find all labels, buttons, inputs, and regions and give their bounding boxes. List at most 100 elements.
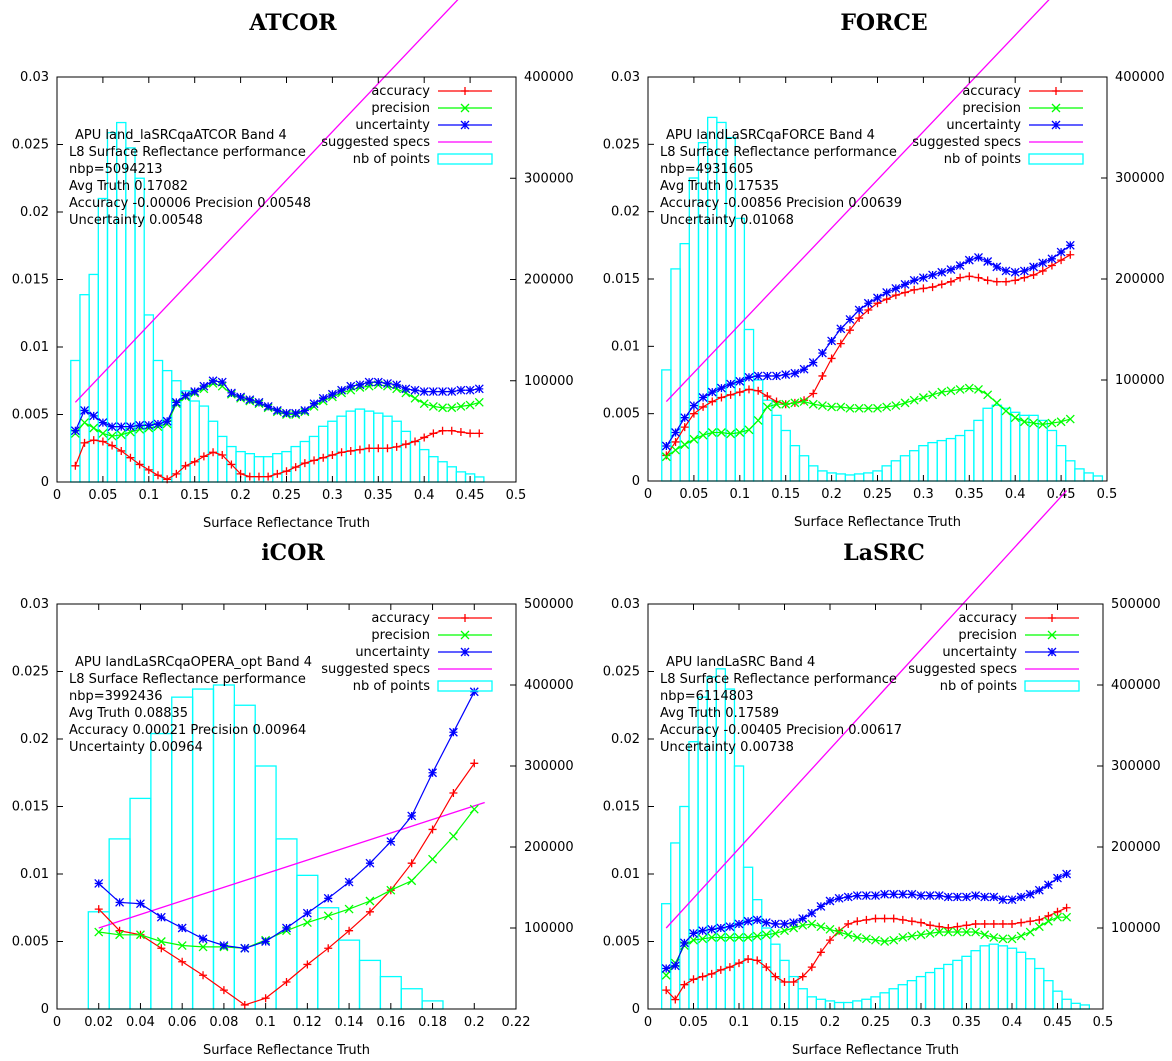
annotation-line: APU land_laSRCqaATCOR Band 4: [75, 128, 287, 143]
point-uncertainty: [410, 385, 420, 395]
x-tick-label: 0.16: [376, 1015, 405, 1030]
point-uncertainty: [177, 923, 187, 933]
point-precision: [456, 401, 466, 411]
legend-label: suggested specs: [908, 662, 1017, 677]
legend-swatch-histogram: [1028, 153, 1084, 165]
point-precision: [1025, 927, 1035, 937]
legend-label: nb of points: [353, 679, 430, 694]
series-uncertainty: [661, 869, 1072, 973]
point-uncertainty: [909, 275, 919, 285]
point-uncertainty: [880, 889, 890, 899]
point-uncertainty: [781, 370, 791, 380]
annotation-line: Accuracy -0.00856 Precision 0.00639: [660, 196, 902, 211]
y-tick-label: 0.005: [12, 935, 49, 950]
point-uncertainty: [318, 393, 328, 403]
point-accuracy: [983, 276, 992, 285]
point-uncertainty: [1001, 266, 1011, 276]
point-precision: [469, 804, 479, 814]
legend-marker-precision: [1051, 103, 1061, 113]
histogram-bar: [254, 765, 277, 1010]
point-uncertainty: [670, 961, 680, 971]
y2-tick-label: 300000: [524, 759, 574, 774]
x-tick-label: 0.3: [322, 488, 343, 503]
annotation-text: APU landLaSRCqaFORCE Band 4 L8 Surface Re…: [660, 128, 902, 228]
point-accuracy: [680, 423, 689, 432]
point-accuracy: [725, 963, 734, 972]
histogram-bar: [924, 971, 936, 1010]
y-tick-label: 0.01: [611, 867, 640, 882]
point-uncertainty: [816, 901, 826, 911]
point-accuracy: [199, 971, 208, 980]
point-uncertainty: [438, 387, 448, 397]
point-precision: [889, 935, 899, 945]
legend-marker-accuracy: [1052, 87, 1060, 95]
histogram-bar: [908, 450, 920, 482]
point-precision: [816, 922, 826, 932]
point-accuracy: [1020, 273, 1029, 282]
annotation-line: Accuracy -0.00405 Precision 0.00617: [660, 723, 902, 738]
point-uncertainty: [181, 391, 190, 401]
point-accuracy: [209, 448, 218, 457]
x-tick-label: 0.25: [863, 487, 892, 502]
point-uncertainty: [407, 811, 417, 821]
histogram-bar: [474, 476, 485, 483]
point-uncertainty: [428, 387, 438, 397]
histogram-bar: [88, 273, 99, 483]
point-precision: [825, 924, 835, 934]
point-uncertainty: [1038, 258, 1048, 268]
point-accuracy: [816, 948, 825, 957]
point-uncertainty: [240, 943, 250, 953]
histogram-bar: [1070, 1002, 1081, 1010]
point-accuracy: [907, 917, 916, 926]
y-tick-label: 0.015: [603, 272, 640, 287]
legend-label: nb of points: [944, 152, 1021, 167]
point-precision: [438, 403, 448, 413]
point-precision: [925, 928, 935, 938]
point-uncertainty: [144, 420, 154, 430]
point-precision: [916, 930, 926, 940]
point-uncertainty: [337, 385, 347, 395]
point-precision: [834, 927, 844, 937]
histogram-bar: [897, 984, 909, 1010]
x-tick-label: 0.14: [335, 1015, 364, 1030]
point-uncertainty: [115, 897, 125, 907]
point-accuracy: [965, 272, 974, 281]
histogram-bar: [1015, 951, 1027, 1010]
point-uncertainty: [364, 377, 374, 387]
point-precision: [962, 927, 971, 937]
point-uncertainty: [716, 383, 726, 393]
point-uncertainty: [94, 878, 104, 888]
point-uncertainty: [263, 401, 273, 411]
histogram-bar: [843, 1001, 854, 1010]
histogram-bar: [970, 950, 981, 1010]
point-precision: [1007, 934, 1017, 944]
point-precision: [934, 927, 944, 937]
point-precision: [1053, 912, 1062, 922]
point-accuracy: [962, 921, 971, 930]
point-uncertainty: [254, 397, 264, 407]
point-uncertainty: [916, 891, 926, 901]
point-uncertainty: [219, 941, 229, 951]
histogram-bar: [734, 217, 746, 482]
histogram-bar: [752, 379, 764, 482]
point-precision: [817, 401, 827, 411]
point-uncertainty: [386, 837, 396, 847]
point-precision: [898, 932, 908, 942]
histogram-bar: [817, 470, 828, 482]
point-precision: [880, 937, 890, 946]
point-precision: [1034, 922, 1044, 932]
point-uncertainty: [190, 387, 200, 397]
chart-panel-atcor: 0 0.05 0.1 0.15 0.2 0.25 0.3 0.35 0.4 0.45 0.5 0 0.0…: [12, 0, 574, 531]
histogram-bar: [934, 967, 945, 1010]
x-tick-label: 0.18: [418, 1015, 447, 1030]
legend-label: uncertainty: [355, 118, 430, 133]
histogram-bar: [798, 455, 810, 482]
point-precision: [761, 930, 771, 940]
point-uncertainty: [344, 877, 354, 887]
series-precision: [661, 383, 1075, 462]
point-uncertainty: [725, 922, 735, 932]
point-accuracy: [172, 469, 181, 478]
histogram-bar: [954, 434, 966, 482]
point-uncertainty: [955, 261, 965, 270]
point-accuracy: [818, 371, 827, 380]
